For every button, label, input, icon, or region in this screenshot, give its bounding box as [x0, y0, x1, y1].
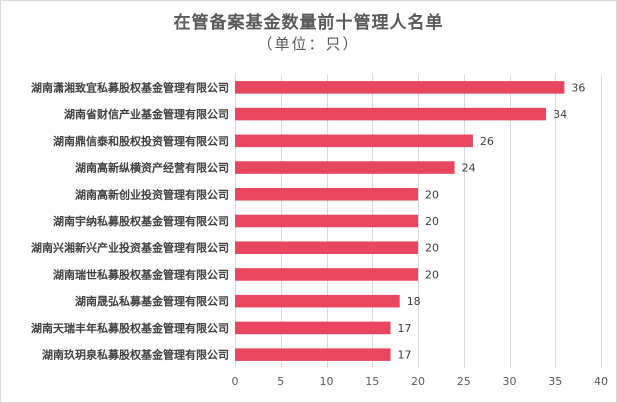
bar-7	[235, 268, 418, 281]
x-tick-label-0: 0	[232, 375, 239, 388]
chart-title: 在管备案基金数量前十管理人名单	[173, 13, 444, 33]
value-label-8: 18	[407, 295, 421, 308]
value-label-1: 34	[553, 108, 567, 121]
value-label-5: 20	[425, 215, 439, 228]
x-tick-label-1: 5	[277, 375, 284, 388]
category-label-8: 湖南晟弘私募基金管理有限公司	[75, 294, 229, 308]
bar-1	[235, 107, 547, 121]
category-label-9: 湖南天瑞丰年私募股权基金管理有限公司	[31, 321, 229, 335]
category-label-3: 湖南高新纵横资产经营有限公司	[75, 161, 229, 175]
bar-9	[235, 321, 391, 335]
bar-4	[235, 187, 418, 201]
value-label-0: 36	[571, 81, 585, 94]
x-tick-label-6: 30	[503, 375, 517, 388]
value-label-4: 20	[425, 188, 439, 201]
x-tick-label-3: 15	[365, 375, 379, 388]
bar-0	[235, 81, 565, 94]
bar-6	[235, 241, 418, 255]
category-label-0: 湖南潇湘致宜私募股权基金管理有限公司	[31, 80, 229, 94]
bar-5	[235, 214, 418, 228]
value-label-6: 20	[425, 242, 439, 255]
category-label-5: 湖南宇纳私募股权基金管理有限公司	[53, 214, 229, 228]
x-tick-label-8: 40	[594, 375, 608, 388]
x-tick-label-7: 35	[548, 375, 562, 388]
x-tick-label-4: 20	[411, 375, 425, 388]
bar-3	[235, 161, 455, 174]
category-label-10: 湖南玖玥泉私募股权基金管理有限公司	[42, 348, 229, 362]
bar-8	[235, 294, 400, 308]
bar-2	[235, 134, 473, 148]
value-label-7: 20	[425, 268, 439, 281]
category-label-2: 湖南鼎信泰和股权投资管理有限公司	[53, 134, 229, 148]
bar-10	[235, 348, 391, 361]
value-label-10: 17	[398, 349, 412, 362]
value-label-9: 17	[398, 322, 412, 335]
value-label-2: 26	[480, 135, 494, 148]
category-label-1: 湖南省财信产业基金管理有限公司	[64, 107, 229, 121]
category-label-7: 湖南瑞世私募股权基金管理有限公司	[53, 267, 229, 281]
category-label-4: 湖南高新创业投资管理有限公司	[75, 187, 229, 201]
chart-subtitle: （单位：只）	[257, 35, 360, 53]
category-label-6: 湖南兴湘新兴产业投资基金管理有限公司	[31, 241, 229, 255]
value-label-3: 24	[462, 162, 476, 175]
x-tick-label-5: 25	[457, 375, 471, 388]
x-tick-label-2: 10	[320, 375, 334, 388]
